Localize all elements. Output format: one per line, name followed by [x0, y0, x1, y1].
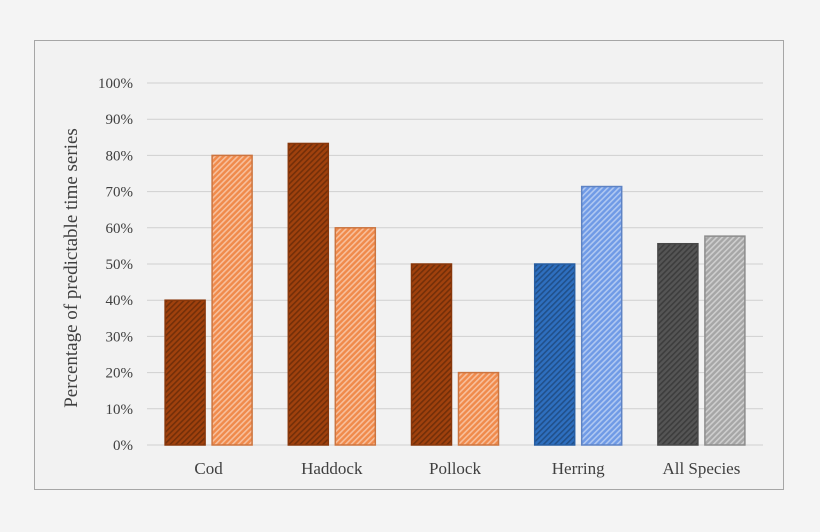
- bar-cod-2: [211, 154, 253, 446]
- y-tick-label: 0%: [113, 438, 133, 454]
- bar-chart: 0% 10% 20% 30% 40% 50% 60% 70% 80% 90% 100% Cod Had…: [61, 76, 763, 478]
- y-tick-label: 90%: [106, 112, 134, 128]
- y-tick-label: 10%: [106, 402, 134, 418]
- bar-cod-1: [164, 299, 206, 446]
- bar-pollock-2: [457, 371, 500, 446]
- y-axis-label: Percentage of predictable time series: [61, 128, 82, 408]
- bar-herring-2: [580, 185, 623, 446]
- y-tick-label: 20%: [106, 366, 134, 382]
- y-tick-label: 60%: [106, 221, 134, 237]
- x-category-labels: Cod Haddock Pollock Herring All Species: [194, 459, 740, 478]
- y-tick-label: 80%: [106, 148, 134, 164]
- x-category-label: All Species: [662, 459, 740, 478]
- chart-frame: 0% 10% 20% 30% 40% 50% 60% 70% 80% 90% 100% Cod Had…: [34, 40, 784, 490]
- y-tick-labels: 0% 10% 20% 30% 40% 50% 60% 70% 80% 90% 100%: [98, 76, 133, 454]
- x-category-label: Haddock: [301, 459, 363, 478]
- x-category-label: Herring: [552, 459, 605, 478]
- bar-pollock-1: [410, 263, 453, 446]
- y-tick-label: 30%: [106, 329, 134, 345]
- y-tick-label: 40%: [106, 293, 134, 309]
- bars: [164, 142, 746, 446]
- bar-haddock-2: [334, 227, 377, 446]
- bar-all-species-1: [657, 242, 699, 446]
- x-category-label: Pollock: [429, 459, 481, 478]
- y-tick-label: 50%: [106, 257, 134, 273]
- y-tick-label: 100%: [98, 76, 133, 92]
- bar-haddock-1: [287, 142, 330, 446]
- y-tick-label: 70%: [106, 185, 134, 201]
- bar-all-species-2: [704, 235, 746, 446]
- x-category-label: Cod: [194, 459, 223, 478]
- bar-herring-1: [533, 263, 576, 446]
